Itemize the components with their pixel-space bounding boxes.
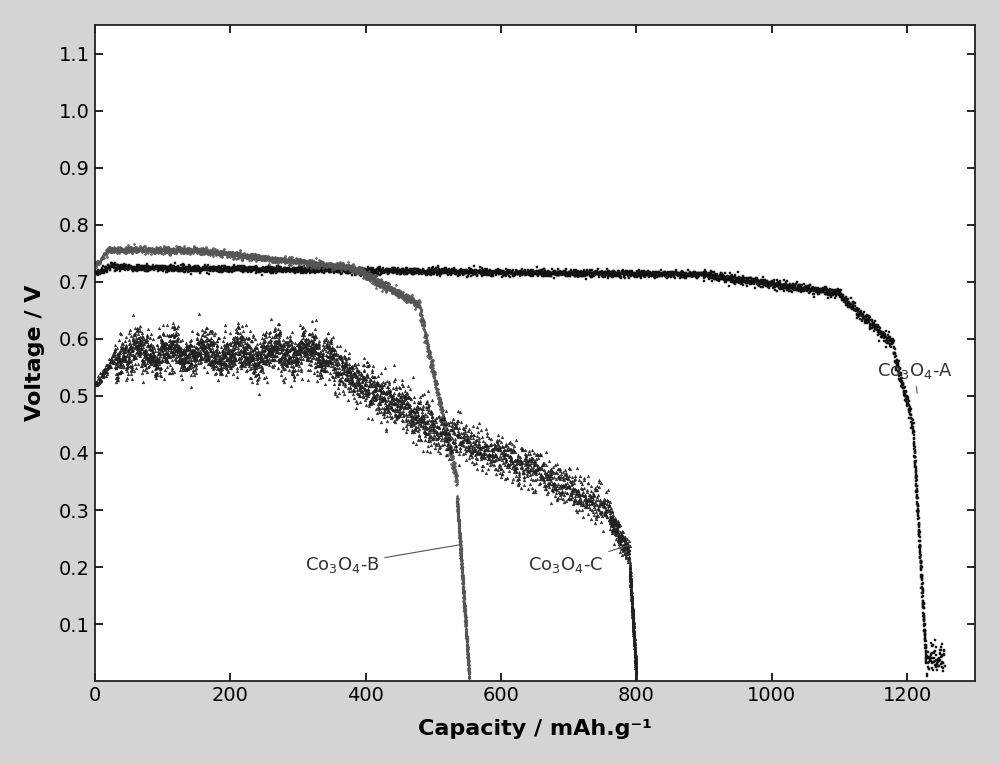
X-axis label: Capacity / mAh.g⁻¹: Capacity / mAh.g⁻¹ [418,719,652,739]
Y-axis label: Voltage / V: Voltage / V [25,285,45,422]
Text: Co$_3$O$_4$-A: Co$_3$O$_4$-A [877,361,953,393]
Text: Co$_3$O$_4$-C: Co$_3$O$_4$-C [528,545,629,575]
Text: Co$_3$O$_4$-B: Co$_3$O$_4$-B [305,545,460,575]
